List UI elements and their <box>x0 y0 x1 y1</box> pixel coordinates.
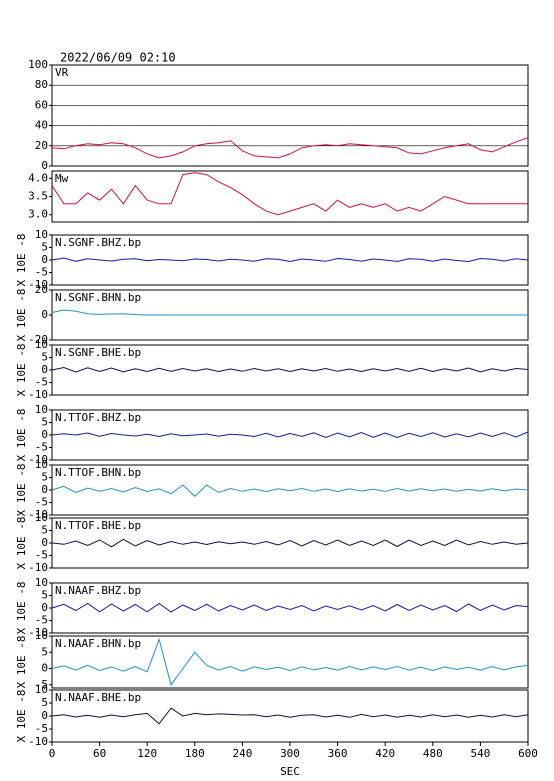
panel-label: N.TTOF.BHN.bp <box>55 466 141 479</box>
y-tick-label: 5 <box>41 589 48 602</box>
x-tick-label: 540 <box>470 747 490 760</box>
x-tick-label: 420 <box>375 747 395 760</box>
series-line <box>51 707 529 725</box>
x-tick-label: 600 <box>518 747 538 760</box>
y-tick-label: 5 <box>41 645 48 658</box>
y-tick-label: -5 <box>35 376 48 389</box>
x-tick-label: 480 <box>423 747 443 760</box>
panel-label: N.TTOF.BHE.bp <box>55 519 141 532</box>
y-tick-label: 0 <box>41 601 48 614</box>
y-tick-label: -10 <box>28 561 48 574</box>
y-tick-label: -10 <box>28 453 48 466</box>
y-tick-label: -10 <box>28 278 48 291</box>
y-axis-label: X 10E -8 <box>15 344 28 397</box>
y-tick-label: 5 <box>41 524 48 537</box>
y-tick-label: 0 <box>41 363 48 376</box>
series-line <box>51 602 529 613</box>
y-tick-label: 0 <box>41 662 48 675</box>
series-line <box>51 637 529 686</box>
panel-label: N.SGNF.BHE.bp <box>55 346 141 359</box>
y-tick-label: -10 <box>28 388 48 401</box>
y-tick-label: -5 <box>35 549 48 562</box>
y-tick-label: 0 <box>41 308 48 321</box>
y-axis-label: X 10E -8 <box>15 234 28 287</box>
x-tick-label: 0 <box>49 747 56 760</box>
y-tick-label: 5 <box>41 416 48 429</box>
y-tick-label: 80 <box>35 78 48 91</box>
y-tick-label: 0 <box>41 428 48 441</box>
chart-title: 2022/06/09 02:10 <box>60 51 176 65</box>
x-axis-label: SEC <box>280 765 300 778</box>
y-axis-label: X 10E -8 <box>15 409 28 462</box>
y-tick-label: 10 <box>35 629 48 642</box>
y-axis-label: X 10E -8 <box>15 464 28 517</box>
y-tick-label: 100 <box>28 58 48 71</box>
panel-label: VR <box>55 66 69 79</box>
y-tick-label: 0 <box>41 709 48 722</box>
y-axis-label: X 10E -8 <box>15 289 28 342</box>
panel-label: N.SGNF.BHZ.bp <box>55 236 141 249</box>
y-tick-label: -10 <box>28 508 48 521</box>
y-tick-label: 3.0 <box>28 208 48 221</box>
y-tick-label: 0 <box>41 483 48 496</box>
y-tick-label: -5 <box>35 678 48 691</box>
y-tick-label: 10 <box>35 683 48 696</box>
y-tick-label: 0 <box>41 536 48 549</box>
y-tick-label: -5 <box>35 441 48 454</box>
y-tick-label: 20 <box>35 139 48 152</box>
panel-frame <box>51 170 529 223</box>
y-tick-label: 60 <box>35 98 48 111</box>
panel-label: N.NAAF.BHE.bp <box>55 691 141 704</box>
y-tick-label: 5 <box>41 241 48 254</box>
y-tick-label: 20 <box>35 283 48 296</box>
y-tick-label: 10 <box>35 458 48 471</box>
x-tick-label: 360 <box>328 747 348 760</box>
x-tick-label: 120 <box>137 747 157 760</box>
series-line <box>51 309 528 316</box>
y-tick-label: 10 <box>35 511 48 524</box>
x-tick-label: 240 <box>232 747 252 760</box>
series-line <box>51 484 529 497</box>
y-tick-label: -5 <box>35 266 48 279</box>
y-tick-label: -10 <box>28 735 48 748</box>
y-tick-label: 5 <box>41 351 48 364</box>
x-tick-label: 180 <box>185 747 205 760</box>
series-line <box>51 366 529 373</box>
y-axis-label: X 10E -8 <box>15 517 28 570</box>
panel-frame <box>51 635 529 689</box>
y-axis-label: X 10E -8 <box>15 690 28 743</box>
panel-frame <box>51 64 529 167</box>
panel-label: N.NAAF.BHZ.bp <box>55 584 141 597</box>
y-axis-label: X 10E -8 <box>15 582 28 635</box>
panel-label: N.SGNF.BHN.bp <box>55 291 141 304</box>
y-tick-label: 3.5 <box>28 190 48 203</box>
series-line <box>51 172 528 216</box>
y-tick-label: 10 <box>35 403 48 416</box>
y-tick-label: -20 <box>28 333 48 346</box>
panel-label: Mw <box>55 172 69 185</box>
series-line <box>51 431 529 439</box>
y-tick-label: -5 <box>35 496 48 509</box>
panel-label: N.TTOF.BHZ.bp <box>55 411 141 424</box>
y-tick-label: -5 <box>35 722 48 735</box>
y-tick-label: 10 <box>35 576 48 589</box>
series-line <box>51 538 529 548</box>
x-tick-label: 300 <box>280 747 300 760</box>
y-tick-label: -5 <box>35 614 48 627</box>
series-line <box>51 257 529 263</box>
y-tick-label: 4.0 <box>28 171 48 184</box>
x-tick-label: 60 <box>93 747 106 760</box>
y-tick-label: 0 <box>41 159 48 172</box>
y-tick-label: 0 <box>41 253 48 266</box>
y-axis-label: X 10E -8 <box>15 636 28 689</box>
panel-label: N.NAAF.BHN.bp <box>55 637 141 650</box>
y-tick-label: 5 <box>41 696 48 709</box>
series-line <box>51 137 529 159</box>
y-tick-label: 10 <box>35 228 48 241</box>
y-tick-label: -10 <box>28 626 48 639</box>
y-tick-label: 5 <box>41 471 48 484</box>
y-tick-label: 10 <box>35 338 48 351</box>
y-tick-label: 40 <box>35 119 48 132</box>
